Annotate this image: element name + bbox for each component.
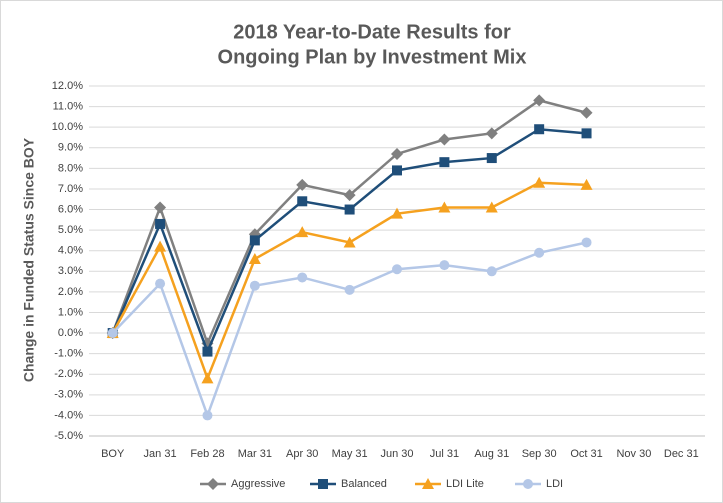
marker (344, 204, 355, 215)
chart-title: Ongoing Plan by Investment Mix (218, 46, 527, 68)
y-tick-label: 7.0% (58, 183, 83, 195)
marker (581, 237, 592, 248)
marker (202, 346, 213, 357)
marker (318, 479, 328, 489)
y-tick-label: -4.0% (54, 409, 83, 421)
y-tick-label: -5.0% (54, 430, 83, 442)
marker (534, 247, 545, 258)
x-tick-label: Oct 31 (570, 448, 602, 460)
marker (580, 106, 593, 119)
marker (202, 410, 213, 421)
marker (297, 196, 308, 207)
y-tick-label: 6.0% (58, 203, 83, 215)
marker (343, 189, 356, 202)
x-tick-label: Apr 30 (286, 448, 318, 460)
x-tick-label: Mar 31 (238, 448, 272, 460)
marker (523, 479, 533, 489)
x-tick-label: Dec 31 (664, 448, 699, 460)
marker (343, 236, 356, 248)
marker (438, 201, 451, 213)
marker (296, 178, 309, 191)
marker (486, 153, 497, 164)
marker (580, 178, 593, 190)
marker (296, 226, 309, 238)
marker (533, 176, 546, 188)
marker (533, 94, 546, 107)
x-tick-label: Feb 28 (190, 448, 224, 460)
legend-label: Balanced (341, 478, 387, 490)
marker (392, 264, 402, 275)
marker (439, 260, 450, 271)
x-tick-label: Jun 30 (380, 448, 413, 460)
marker (249, 280, 260, 291)
y-tick-label: 10.0% (52, 121, 83, 133)
marker (201, 372, 214, 384)
x-tick-label: BOY (101, 448, 125, 460)
marker (207, 478, 219, 490)
marker (248, 252, 261, 264)
marker (534, 124, 545, 135)
x-tick-label: Jul 31 (430, 448, 459, 460)
y-tick-label: 8.0% (58, 162, 83, 174)
y-tick-label: -1.0% (54, 348, 83, 360)
marker (439, 157, 450, 168)
marker (392, 165, 402, 176)
marker (486, 266, 497, 277)
y-tick-label: -2.0% (54, 368, 83, 380)
y-tick-label: 1.0% (58, 306, 83, 318)
y-tick-label: 0.0% (58, 327, 83, 339)
marker (485, 201, 498, 213)
y-axis-label: Change in Funded Status Since BOY (21, 137, 37, 382)
marker (297, 272, 308, 283)
marker (581, 128, 592, 139)
y-tick-label: 12.0% (52, 80, 83, 92)
marker (154, 240, 167, 252)
marker (154, 201, 167, 214)
marker (155, 278, 166, 289)
x-tick-label: Aug 31 (474, 448, 509, 460)
y-tick-label: 3.0% (58, 265, 83, 277)
y-tick-label: 2.0% (58, 286, 83, 298)
marker (438, 133, 451, 146)
y-tick-label: 5.0% (58, 224, 83, 236)
marker (155, 218, 166, 229)
x-tick-label: Jan 31 (144, 448, 177, 460)
x-tick-label: May 31 (332, 448, 368, 460)
y-tick-label: 9.0% (58, 142, 83, 154)
y-tick-label: 4.0% (58, 245, 83, 257)
marker (107, 328, 118, 339)
chart-title: 2018 Year-to-Date Results for (233, 21, 511, 43)
marker (344, 284, 355, 295)
x-tick-label: Nov 30 (616, 448, 651, 460)
marker (422, 478, 434, 489)
y-tick-label: 11.0% (53, 100, 84, 112)
legend-label: LDI Lite (446, 478, 484, 490)
marker (249, 235, 260, 246)
y-tick-label: -3.0% (54, 389, 83, 401)
marker (485, 127, 498, 140)
marker (391, 207, 403, 219)
legend-label: Aggressive (231, 478, 285, 490)
marker (391, 147, 403, 160)
x-tick-label: Sep 30 (522, 448, 557, 460)
legend-label: LDI (546, 478, 563, 490)
